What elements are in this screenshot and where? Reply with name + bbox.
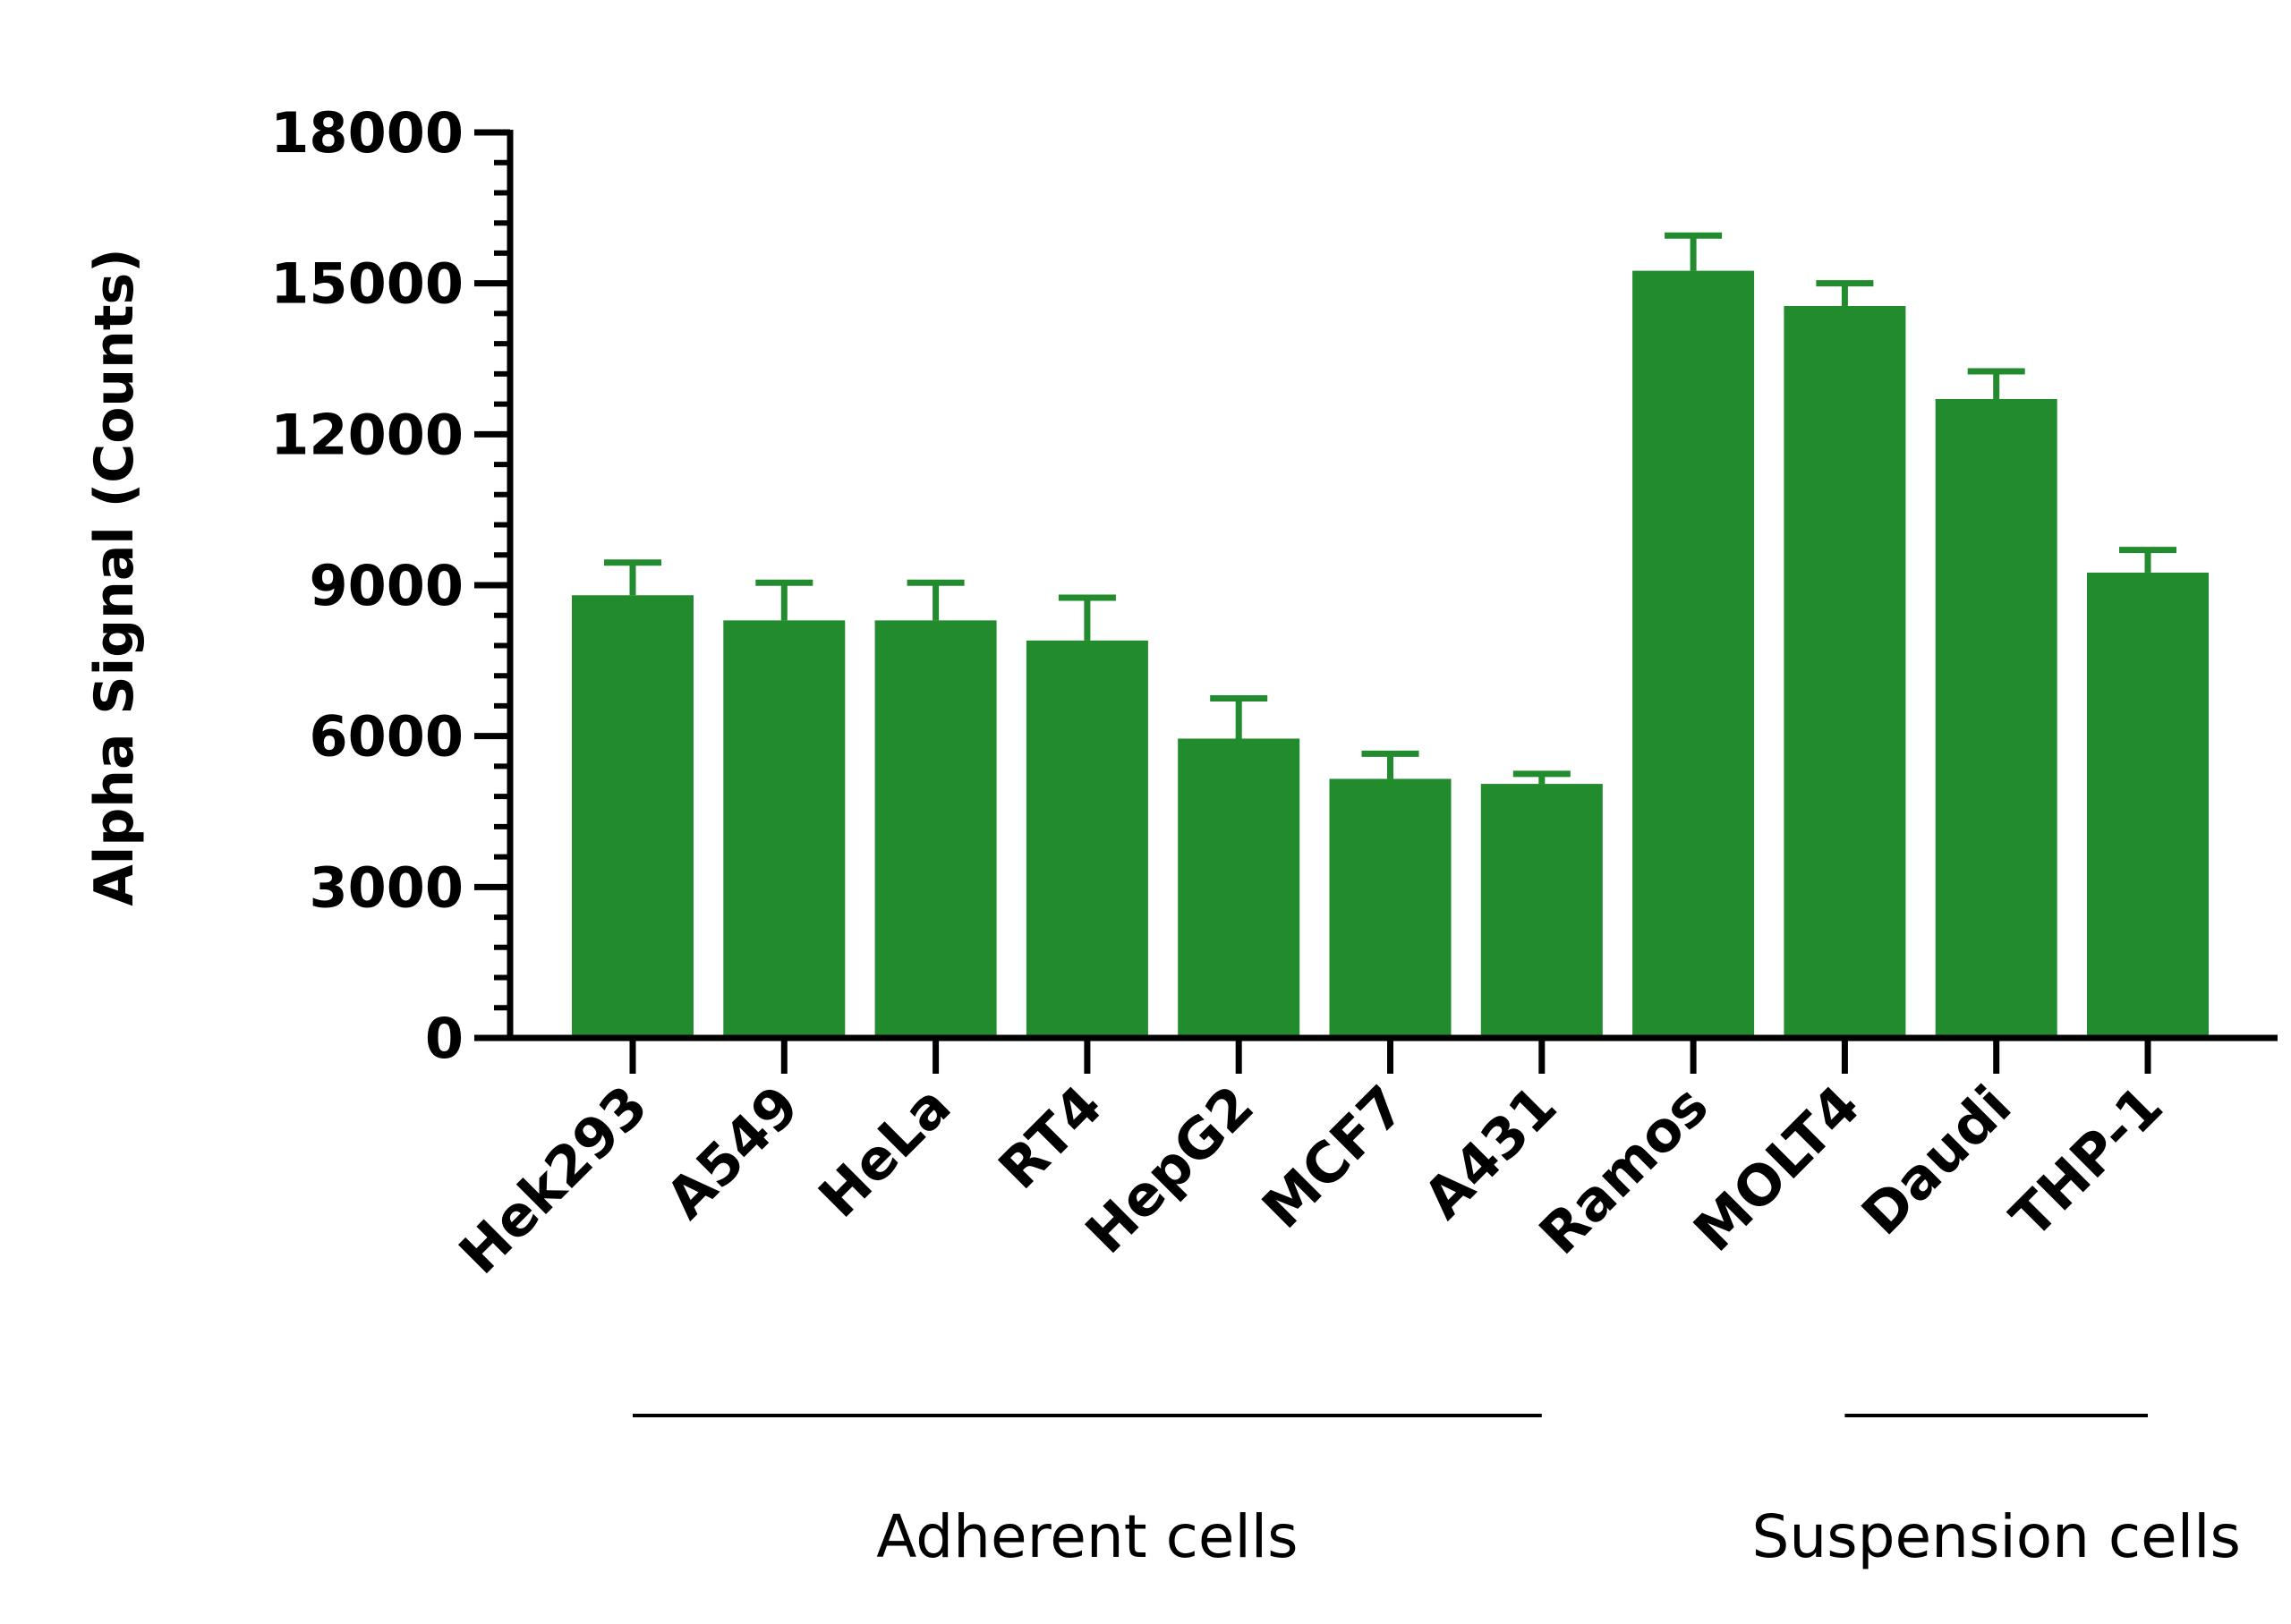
bar-mcf7 bbox=[1329, 778, 1452, 1038]
bar-hepg2 bbox=[1178, 738, 1300, 1038]
error-bars-layer bbox=[604, 232, 2176, 785]
bar-daudi bbox=[1935, 398, 2057, 1038]
x-tick-label-rt4: RT4 bbox=[986, 1073, 1115, 1202]
y-tick-label: 0 bbox=[425, 1006, 464, 1071]
axes-layer bbox=[474, 129, 2278, 1417]
x-tick-label-ramos: Ramos bbox=[1527, 1073, 1721, 1267]
x-tick-label-daudi: Daudi bbox=[1849, 1073, 2023, 1247]
group-label-0: Adherent cells bbox=[876, 1502, 1298, 1571]
bar-ramos bbox=[1632, 270, 1755, 1039]
x-tick-label-thp-1: THP-1 bbox=[1997, 1073, 2175, 1250]
x-tick-label-mcf7: MCF7 bbox=[1249, 1073, 1418, 1241]
x-tick-label-hek293: Hek293 bbox=[447, 1073, 660, 1287]
bar-molt4 bbox=[1784, 305, 1906, 1038]
x-tick-label-hepg2: HepG2 bbox=[1073, 1073, 1266, 1266]
bar-hek293 bbox=[572, 595, 694, 1038]
bar-thp-1 bbox=[2087, 572, 2209, 1038]
bars-layer bbox=[572, 270, 2209, 1039]
y-tick-label: 9000 bbox=[309, 553, 464, 618]
bar-a431 bbox=[1480, 784, 1603, 1038]
y-axis-title: Alpha Signal (Counts) bbox=[83, 248, 146, 906]
y-tick-label: 15000 bbox=[270, 251, 464, 317]
y-tick-label: 3000 bbox=[309, 855, 464, 920]
y-tick-label: 12000 bbox=[270, 402, 464, 467]
x-tick-label-molt4: MOLT4 bbox=[1681, 1073, 1872, 1264]
bar-a549 bbox=[723, 620, 846, 1038]
bar-hela bbox=[874, 620, 997, 1038]
y-tick-label: 18000 bbox=[270, 100, 464, 166]
group-label-1: Suspension cells bbox=[1752, 1502, 2241, 1571]
y-tick-label: 6000 bbox=[309, 704, 464, 769]
bar-rt4 bbox=[1026, 640, 1148, 1038]
x-tick-label-hela: HeLa bbox=[806, 1073, 964, 1230]
x-tick-label-a549: A549 bbox=[653, 1073, 812, 1231]
